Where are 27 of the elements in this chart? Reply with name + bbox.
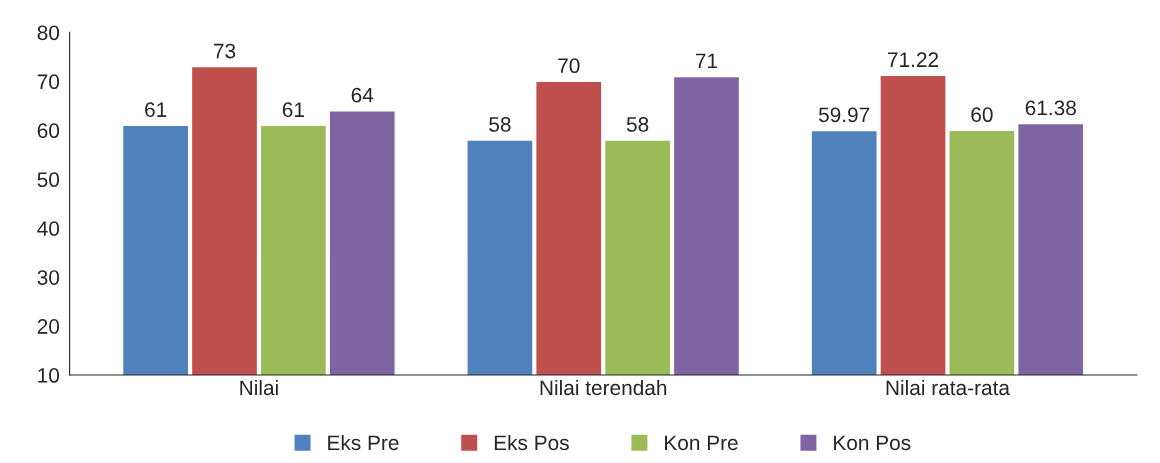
y-tick-label: 30 xyxy=(37,270,60,285)
y-tick-label: 60 xyxy=(37,123,60,139)
y-tick-label: 50 xyxy=(37,172,60,187)
legend-label: Kon Pre xyxy=(665,435,738,451)
x-tick-label: Nilai rata-rata xyxy=(886,379,1010,396)
x-tick-label: Nilai xyxy=(240,379,278,396)
data-label: 58 xyxy=(489,117,511,132)
y-tick-label: 40 xyxy=(37,221,60,236)
data-label: 58 xyxy=(626,117,649,132)
data-label: 64 xyxy=(351,87,374,103)
data-label: 71 xyxy=(695,53,718,68)
y-tick-label: 80 xyxy=(37,25,60,41)
y-tick-label: 70 xyxy=(37,74,60,90)
legend-label: Eks Pre xyxy=(328,434,399,451)
data-label: 71.22 xyxy=(888,52,939,67)
legend-label: Kon Pos xyxy=(834,435,911,451)
data-label: 59.97 xyxy=(818,107,870,123)
data-label: 61 xyxy=(145,102,167,118)
y-tick-label: 10 xyxy=(38,368,60,383)
data-label: 61 xyxy=(282,102,304,118)
data-label: 73 xyxy=(214,43,236,59)
data-label: 61.38 xyxy=(1025,100,1076,116)
legend-label: Eks Pos xyxy=(494,434,569,451)
data-label: 70 xyxy=(558,58,580,74)
data-label: 60 xyxy=(971,107,993,123)
x-tick-label: Nilai terendah xyxy=(540,379,667,396)
y-tick-label: 20 xyxy=(37,319,60,334)
